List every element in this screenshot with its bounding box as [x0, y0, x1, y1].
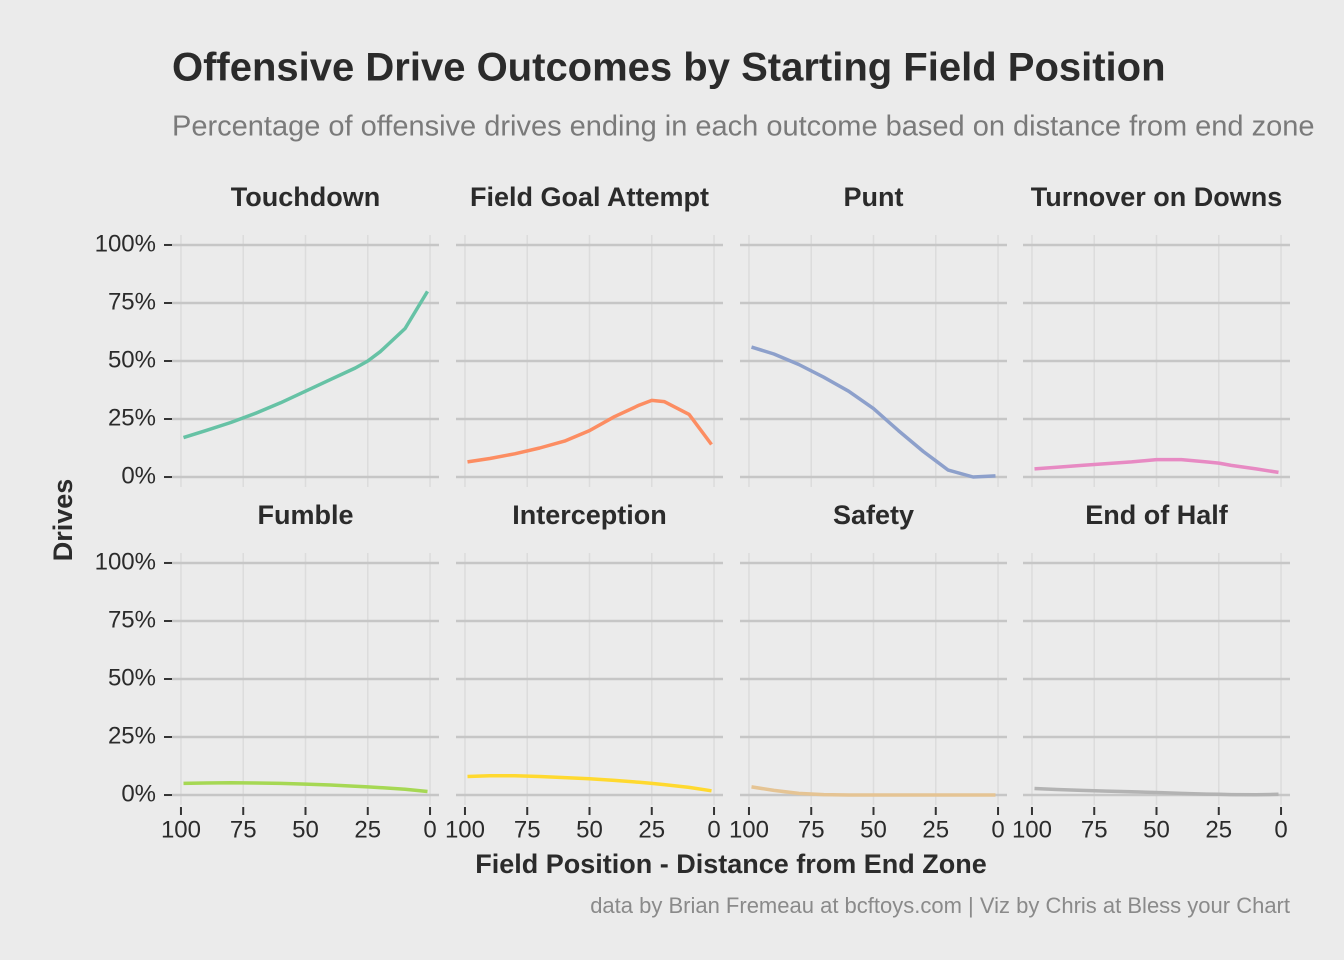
x-tick-label: 75 — [1081, 816, 1108, 843]
line — [467, 774, 712, 793]
x-tick-label: 75 — [230, 816, 257, 843]
caption: data by Brian Fremeau at bcftoys.com | V… — [590, 893, 1290, 918]
line — [183, 780, 428, 794]
y-tick-label: 50% — [108, 346, 156, 373]
y-tick-label: 0% — [121, 780, 156, 807]
y-axis-label: Drives — [48, 479, 78, 562]
y-tick-label: 100% — [95, 230, 156, 257]
y-tick-label: 0% — [121, 462, 156, 489]
facet-title: Turnover on Downs — [1031, 182, 1283, 212]
x-tick-label: 50 — [576, 816, 603, 843]
x-tick-label: 100 — [729, 816, 769, 843]
facet-title: Interception — [512, 500, 667, 530]
x-tick-label: 0 — [1274, 816, 1287, 843]
line — [751, 785, 996, 797]
chart-title: Offensive Drive Outcomes by Starting Fie… — [172, 46, 1166, 90]
y-tick-label: 100% — [95, 548, 156, 575]
x-tick-label: 50 — [860, 816, 887, 843]
y-tick-label: 50% — [108, 664, 156, 691]
x-tick-label: 50 — [292, 816, 319, 843]
facet-title: Safety — [833, 500, 914, 530]
x-axis-label: Field Position - Distance from End Zone — [475, 849, 987, 879]
y-tick-label: 25% — [108, 722, 156, 749]
x-tick-label: 0 — [707, 816, 720, 843]
line — [750, 345, 996, 479]
line — [467, 398, 713, 464]
facet-title: End of Half — [1085, 500, 1228, 530]
facet-title: Punt — [844, 182, 904, 212]
x-tick-label: 0 — [991, 816, 1004, 843]
x-tick-label: 25 — [638, 816, 665, 843]
x-tick-label: 0 — [423, 816, 436, 843]
x-tick-label: 50 — [1143, 816, 1170, 843]
x-tick-label: 25 — [922, 816, 949, 843]
y-tick-label: 75% — [108, 606, 156, 633]
x-tick-label: 100 — [161, 816, 201, 843]
chart-subtitle: Percentage of offensive drives ending in… — [172, 111, 1314, 143]
x-tick-label: 75 — [514, 816, 541, 843]
line — [1034, 457, 1279, 475]
facet-title: Fumble — [257, 500, 353, 530]
facet-title: Touchdown — [231, 182, 380, 212]
line — [1034, 786, 1279, 797]
facet-title: Field Goal Attempt — [470, 182, 709, 212]
y-tick-label: 25% — [108, 404, 156, 431]
x-tick-label: 25 — [1205, 816, 1232, 843]
line — [182, 290, 429, 440]
x-tick-label: 75 — [798, 816, 825, 843]
x-tick-label: 100 — [445, 816, 485, 843]
x-tick-label: 25 — [354, 816, 381, 843]
x-tick-label: 100 — [1012, 816, 1052, 843]
y-tick-label: 75% — [108, 288, 156, 315]
